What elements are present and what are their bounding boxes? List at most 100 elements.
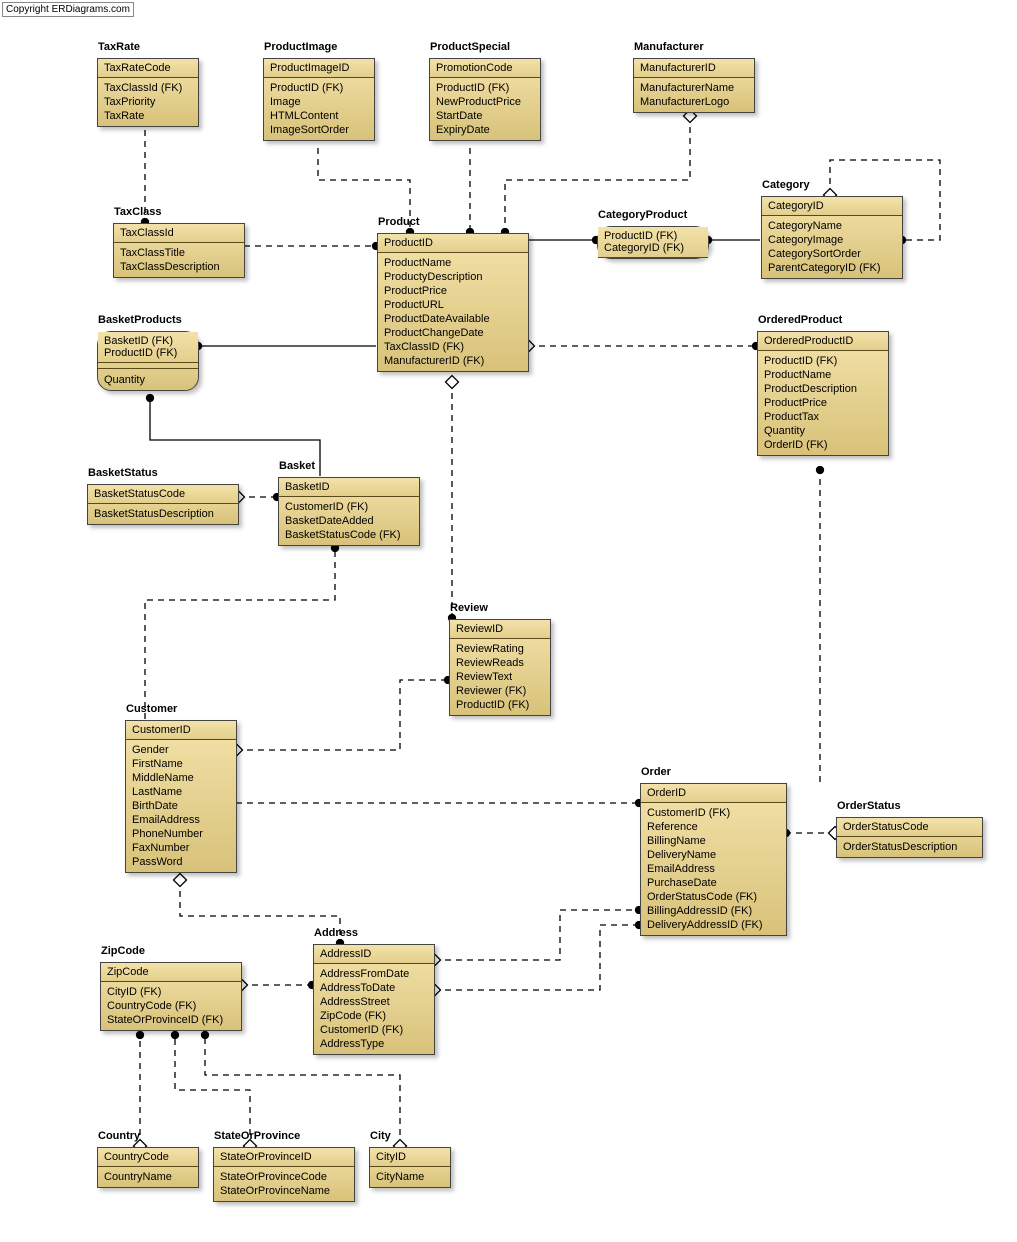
entity-pk: BasketID bbox=[279, 478, 419, 497]
attr-field: DeliveryName bbox=[647, 848, 780, 862]
entity-orderstatus: OrderStatusOrderStatusCodeOrderStatusDes… bbox=[836, 817, 983, 858]
entity-pk: ReviewID bbox=[450, 620, 550, 639]
entity-pk: OrderedProductID bbox=[758, 332, 888, 351]
attr-field: Gender bbox=[132, 743, 230, 757]
entity-pk: OrderStatusCode bbox=[837, 818, 982, 837]
attr-field: TaxClassId (FK) bbox=[104, 81, 192, 95]
attr-field: StateOrProvinceCode bbox=[220, 1170, 348, 1184]
attr-field: AddressStreet bbox=[320, 995, 428, 1009]
entity-attrs: BasketStatusDescription bbox=[88, 504, 238, 524]
attr-field: StartDate bbox=[436, 109, 534, 123]
entity-pk: CategoryID bbox=[762, 197, 902, 216]
attr-field: BillingAddressID (FK) bbox=[647, 904, 780, 918]
pk-field: ProductID (FK) bbox=[604, 230, 702, 242]
entity-customer: CustomerCustomerIDGenderFirstNameMiddleN… bbox=[125, 720, 237, 873]
attr-field: CountryName bbox=[104, 1170, 192, 1184]
entity-stateorprovince: StateOrProvinceStateOrProvinceIDStateOrP… bbox=[213, 1147, 355, 1202]
entity-pk: BasketID (FK)ProductID (FK) bbox=[98, 332, 198, 363]
attr-field: EmailAddress bbox=[647, 862, 780, 876]
attr-field: LastName bbox=[132, 785, 230, 799]
attr-field: ReviewReads bbox=[456, 656, 544, 670]
entity-attrs: ProductID (FK)ImageHTMLContentImageSortO… bbox=[264, 78, 374, 140]
entity-address: AddressAddressIDAddressFromDateAddressTo… bbox=[313, 944, 435, 1055]
attr-field: TaxClassID (FK) bbox=[384, 340, 522, 354]
pk-field: CountryCode bbox=[104, 1151, 192, 1163]
entity-attrs: ReviewRatingReviewReadsReviewTextReviewe… bbox=[450, 639, 550, 715]
attr-field: TaxPriority bbox=[104, 95, 192, 109]
entity-zipcode: ZipCodeZipCodeCityID (FK)CountryCode (FK… bbox=[100, 962, 242, 1031]
entity-pk: PromotionCode bbox=[430, 59, 540, 78]
pk-field: ReviewID bbox=[456, 623, 544, 635]
entity-manufacturer: ManufacturerManufacturerIDManufacturerNa… bbox=[633, 58, 755, 113]
entity-pk: ProductImageID bbox=[264, 59, 374, 78]
pk-field: AddressID bbox=[320, 948, 428, 960]
entity-basket: BasketBasketIDCustomerID (FK)BasketDateA… bbox=[278, 477, 420, 546]
pk-field: TaxClassId bbox=[120, 227, 238, 239]
entity-attrs: TaxClassTitleTaxClassDescription bbox=[114, 243, 244, 277]
entity-review: ReviewReviewIDReviewRatingReviewReadsRev… bbox=[449, 619, 551, 716]
entity-title: OrderedProduct bbox=[758, 314, 842, 326]
entity-title: Basket bbox=[279, 460, 315, 472]
attr-field: BirthDate bbox=[132, 799, 230, 813]
entity-title: Review bbox=[450, 602, 488, 614]
attr-field: CategoryName bbox=[768, 219, 896, 233]
pk-field: CityID bbox=[376, 1151, 444, 1163]
attr-field: ProductPrice bbox=[764, 396, 882, 410]
pk-field: BasketID (FK) bbox=[104, 335, 192, 347]
entity-attrs: AddressFromDateAddressToDateAddressStree… bbox=[314, 964, 434, 1054]
pk-field: StateOrProvinceID bbox=[220, 1151, 348, 1163]
entity-title: BasketProducts bbox=[98, 314, 182, 326]
entity-pk: ManufacturerID bbox=[634, 59, 754, 78]
attr-field: ProductTax bbox=[764, 410, 882, 424]
entity-basketstatus: BasketStatusBasketStatusCodeBasketStatus… bbox=[87, 484, 239, 525]
entity-pk: StateOrProvinceID bbox=[214, 1148, 354, 1167]
attr-field: FirstName bbox=[132, 757, 230, 771]
attr-field: Quantity bbox=[104, 373, 192, 387]
entity-attrs: ProductID (FK)NewProductPriceStartDateEx… bbox=[430, 78, 540, 140]
attr-field: ProductID (FK) bbox=[456, 698, 544, 712]
pk-field: BasketStatusCode bbox=[94, 488, 232, 500]
attr-field: ProductID (FK) bbox=[764, 354, 882, 368]
attr-field: BasketStatusCode (FK) bbox=[285, 528, 413, 542]
attr-field: Image bbox=[270, 95, 368, 109]
entity-title: City bbox=[370, 1130, 391, 1142]
attr-field: StateOrProvinceID (FK) bbox=[107, 1013, 235, 1027]
entity-product: ProductProductIDProductNameProductyDescr… bbox=[377, 233, 529, 372]
entity-title: OrderStatus bbox=[837, 800, 901, 812]
attr-field: ReviewRating bbox=[456, 642, 544, 656]
entity-title: ProductImage bbox=[264, 41, 337, 53]
attr-field: Reviewer (FK) bbox=[456, 684, 544, 698]
entity-title: Customer bbox=[126, 703, 177, 715]
entity-attrs: Quantity bbox=[98, 363, 198, 390]
pk-field: ZipCode bbox=[107, 966, 235, 978]
attr-field: CustomerID (FK) bbox=[647, 806, 780, 820]
entity-pk: OrderID bbox=[641, 784, 786, 803]
entity-attrs: CityID (FK)CountryCode (FK)StateOrProvin… bbox=[101, 982, 241, 1030]
entity-pk: AddressID bbox=[314, 945, 434, 964]
entity-taxrate: TaxRateTaxRateCodeTaxClassId (FK)TaxPrio… bbox=[97, 58, 199, 127]
attr-field: ProductName bbox=[384, 256, 522, 270]
entity-title: TaxClass bbox=[114, 206, 162, 218]
entity-title: BasketStatus bbox=[88, 467, 158, 479]
attr-field: TaxClassTitle bbox=[120, 246, 238, 260]
attr-field: CategoryImage bbox=[768, 233, 896, 247]
pk-field: CustomerID bbox=[132, 724, 230, 736]
attr-field: OrderStatusDescription bbox=[843, 840, 976, 854]
attr-field: Reference bbox=[647, 820, 780, 834]
entity-pk: BasketStatusCode bbox=[88, 485, 238, 504]
entity-title: Category bbox=[762, 179, 810, 191]
entity-country: CountryCountryCodeCountryName bbox=[97, 1147, 199, 1188]
attr-field: HTMLContent bbox=[270, 109, 368, 123]
attr-field: NewProductPrice bbox=[436, 95, 534, 109]
attr-field: CountryCode (FK) bbox=[107, 999, 235, 1013]
attr-field: MiddleName bbox=[132, 771, 230, 785]
entity-title: Manufacturer bbox=[634, 41, 704, 53]
attr-field: ProductDateAvailable bbox=[384, 312, 522, 326]
entity-title: TaxRate bbox=[98, 41, 140, 53]
entity-orderedproduct: OrderedProductOrderedProductIDProductID … bbox=[757, 331, 889, 456]
entity-attrs: TaxClassId (FK)TaxPriorityTaxRate bbox=[98, 78, 198, 126]
attr-field: TaxRate bbox=[104, 109, 192, 123]
attr-field: ImageSortOrder bbox=[270, 123, 368, 137]
pk-field: BasketID bbox=[285, 481, 413, 493]
entity-attrs: CategoryNameCategoryImageCategorySortOrd… bbox=[762, 216, 902, 278]
